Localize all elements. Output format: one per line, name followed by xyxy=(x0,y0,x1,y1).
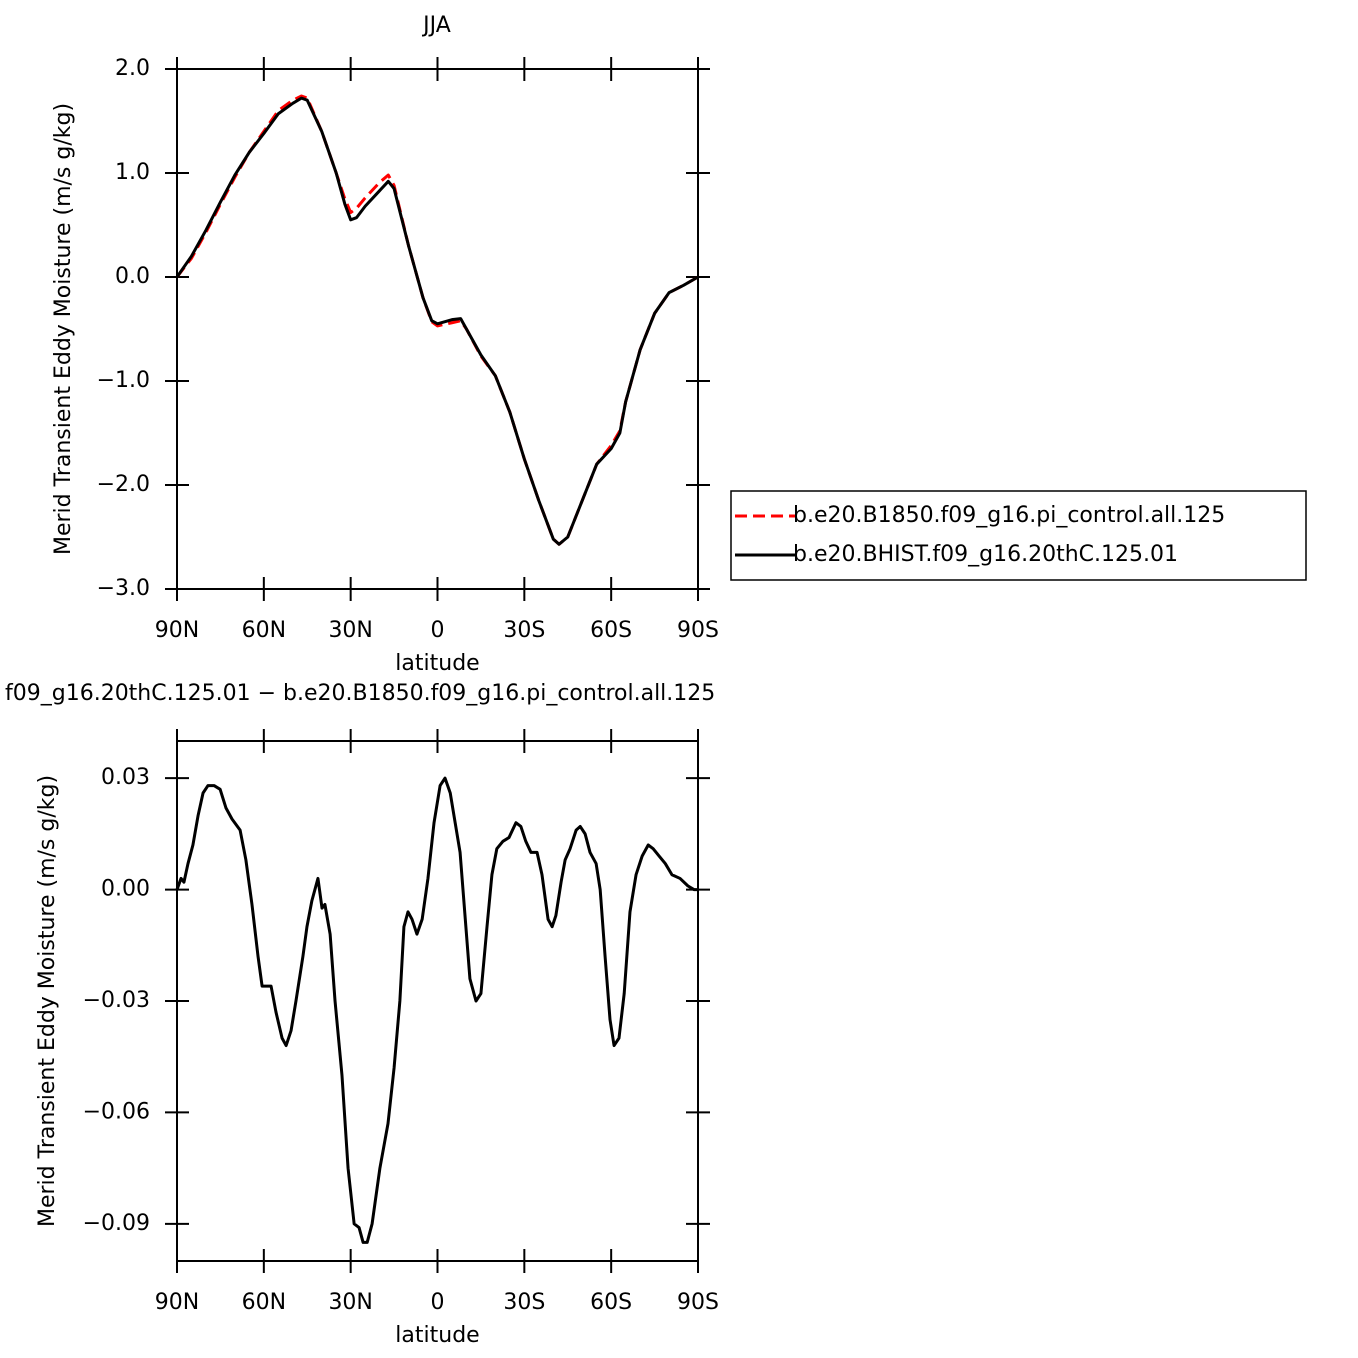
x-tick-label: 60N xyxy=(242,618,286,643)
legend-label: b.e20.BHIST.f09_g16.20thC.125.01 xyxy=(793,542,1178,567)
y-tick-label: 0.0 xyxy=(115,264,150,289)
data-line xyxy=(175,96,699,546)
y-tick-label: −0.09 xyxy=(83,1211,150,1236)
x-tick-label: 0 xyxy=(431,1290,445,1315)
x-tick-label: 30S xyxy=(503,1290,545,1315)
x-tick-label: 30N xyxy=(328,618,372,643)
x-tick-label: 30S xyxy=(503,618,545,643)
x-tick-label: 60S xyxy=(590,1290,632,1315)
x-tick-label: 90S xyxy=(677,1290,719,1315)
data-line xyxy=(175,776,698,1244)
x-axis-label: latitude xyxy=(395,1323,479,1348)
legend-label: b.e20.B1850.f09_g16.pi_control.all.125 xyxy=(793,503,1225,528)
chart-title: JJA xyxy=(421,13,451,38)
y-tick-label: −0.06 xyxy=(83,1099,150,1124)
x-tick-label: 90N xyxy=(155,618,199,643)
legend-box xyxy=(730,490,1307,581)
y-tick-label: −2.0 xyxy=(97,472,150,497)
y-tick-label: 1.0 xyxy=(115,160,150,185)
plot-frame xyxy=(176,740,699,1262)
y-axis-label: Merid Transient Eddy Moisture (m/s g/kg) xyxy=(35,775,60,1227)
x-tick-label: 30N xyxy=(328,1290,372,1315)
chart-title: f09_g16.20thC.125.01 − b.e20.B1850.f09_g… xyxy=(5,681,715,706)
x-tick-label: 60S xyxy=(590,618,632,643)
y-tick-label: 0.00 xyxy=(101,877,150,902)
y-tick-label: 2.0 xyxy=(115,56,150,81)
y-axis-label: Merid Transient Eddy Moisture (m/s g/kg) xyxy=(51,103,76,555)
x-tick-label: 90N xyxy=(155,1290,199,1315)
y-tick-label: −0.03 xyxy=(83,988,150,1013)
plot-frame xyxy=(176,68,699,590)
x-tick-label: 60N xyxy=(242,1290,286,1315)
y-tick-label: −1.0 xyxy=(97,368,150,393)
y-tick-label: −3.0 xyxy=(97,576,150,601)
x-axis-label: latitude xyxy=(395,651,479,676)
y-tick-label: 0.03 xyxy=(101,765,150,790)
x-tick-label: 90S xyxy=(677,618,719,643)
x-tick-label: 0 xyxy=(431,618,445,643)
data-line xyxy=(175,94,699,546)
